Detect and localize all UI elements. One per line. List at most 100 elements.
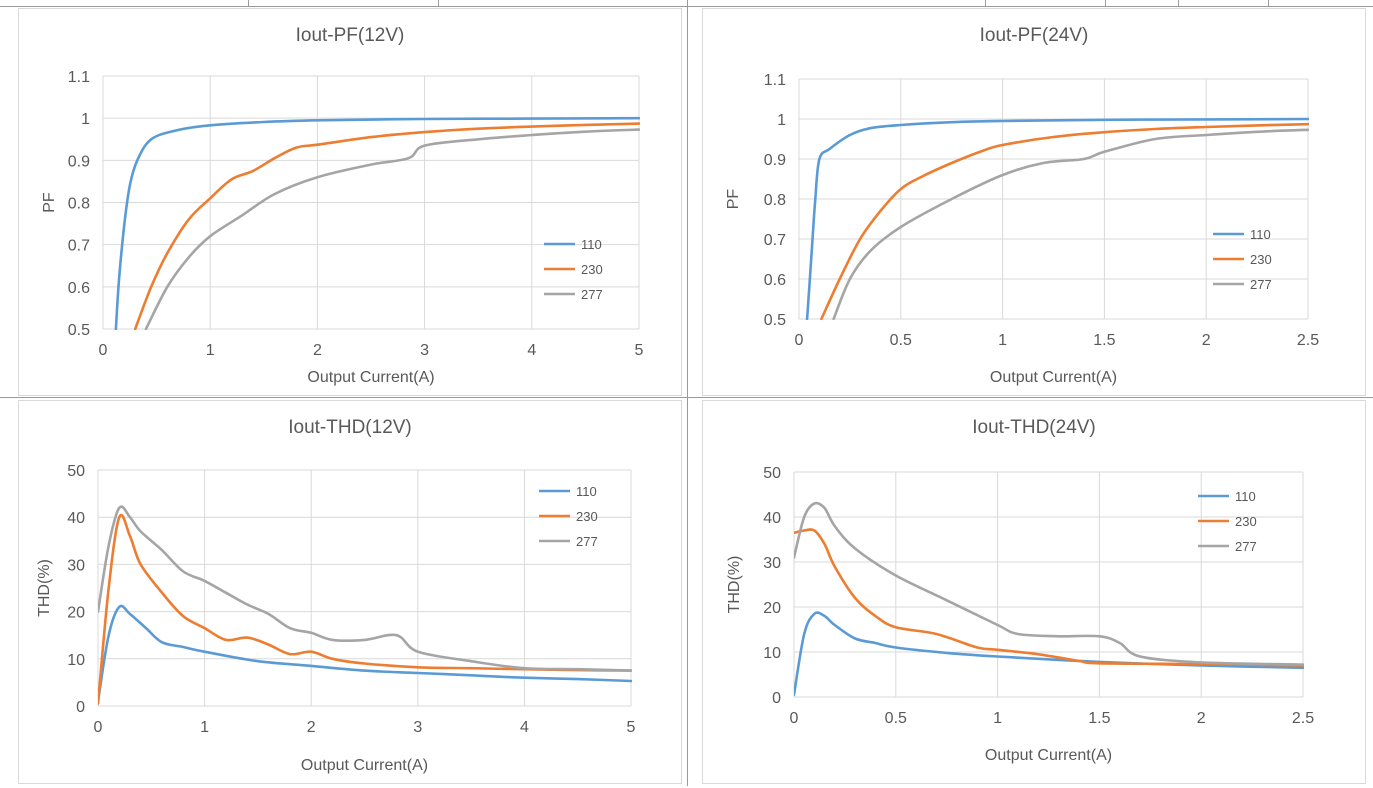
chart-title: Iout-PF(24V) (980, 25, 1089, 46)
x-tick-label: 3 (420, 342, 429, 359)
y-tick-label: 0.9 (68, 153, 90, 170)
y-tick-label: 0.6 (764, 272, 786, 289)
chart-iout-pf-12v: Iout-PF(12V) 0 1 2 3 4 5 0.5 0.6 0.7 0.8 0.9 1 1.1 Out… (41, 25, 644, 386)
y-tick-label: 0.5 (68, 322, 90, 339)
table-border-center (687, 0, 688, 786)
y-tick-label: 1 (81, 111, 90, 128)
series-line-230 (794, 528, 1304, 667)
series-line-230 (820, 122, 1309, 320)
legend-label: 110 (576, 484, 597, 499)
chart-panel-pf-24v: Iout-PF(24V) 0 0.5 1 1.5 2 2.5 0.5 0.6 0.7 0.8 0.9 1… (702, 8, 1366, 396)
x-axis-label: Output Current(A) (985, 747, 1112, 764)
legend-label: 277 (1250, 277, 1272, 292)
table-border-tick-3 (985, 0, 986, 6)
x-tick-label: 1 (998, 332, 1007, 349)
legend-label: 230 (1235, 514, 1257, 529)
y-tick-label: 0.9 (764, 152, 786, 169)
x-tick-label: 4 (527, 342, 536, 359)
x-tick-label: 1 (200, 719, 209, 736)
x-tick-label: 1 (993, 710, 1002, 727)
y-axis-label: PF (41, 192, 58, 213)
y-axis-label: THD(%) (726, 556, 743, 614)
x-tick-label: 2 (307, 719, 316, 736)
y-tick-label: 0.5 (764, 312, 786, 329)
x-tick-label: 3 (413, 719, 422, 736)
y-tick-label: 1.1 (68, 69, 90, 86)
y-tick-label: 10 (67, 652, 85, 669)
table-border-tick-2 (438, 0, 439, 6)
y-tick-label: 0 (772, 690, 781, 707)
chart-title: Iout-PF(12V) (296, 25, 405, 46)
legend-label: 110 (1235, 489, 1256, 504)
y-tick-label: 40 (67, 510, 85, 527)
series-group (794, 501, 1304, 697)
y-tick-label: 30 (67, 557, 85, 574)
chart-panel-thd-12v: Iout-THD(12V) 0 1 2 3 4 5 0 10 20 30 40 50 Output Cur… (18, 400, 682, 784)
x-axis-label: Output Current(A) (307, 369, 434, 386)
y-tick-label: 1 (777, 112, 786, 129)
x-tick-label: 2 (1202, 332, 1211, 349)
x-tick-label: 1.5 (1093, 332, 1115, 349)
x-tick-label: 4 (520, 719, 529, 736)
series-line-110 (794, 611, 1304, 697)
series-line-110 (805, 117, 1309, 320)
chart-iout-pf-24v: Iout-PF(24V) 0 0.5 1 1.5 2 2.5 0.5 0.6 0.7 0.8 0.9 1… (725, 25, 1319, 386)
x-tick-label: 5 (627, 719, 636, 736)
x-tick-label: 2.5 (1297, 332, 1319, 349)
y-tick-label: 0.7 (764, 232, 786, 249)
legend-label: 230 (581, 262, 603, 277)
y-tick-label: 40 (763, 510, 781, 527)
series-line-230 (98, 513, 632, 705)
x-tick-label: 0.5 (885, 710, 907, 727)
legend-label: 277 (576, 534, 598, 549)
y-tick-label: 50 (67, 463, 85, 480)
y-tick-label: 0.8 (764, 192, 786, 209)
series-group (98, 505, 632, 705)
legend-label: 110 (581, 237, 602, 252)
x-tick-label: 1.5 (1088, 710, 1110, 727)
x-tick-label: 0 (790, 710, 799, 727)
series-line-230 (133, 122, 640, 330)
y-tick-label: 20 (67, 605, 85, 622)
y-tick-label: 0.7 (68, 238, 90, 255)
legend-label: 230 (1250, 252, 1272, 267)
series-line-277 (98, 505, 632, 672)
chart-title: Iout-THD(24V) (972, 417, 1096, 438)
legend-label: 110 (1250, 227, 1271, 242)
x-axis-label: Output Current(A) (301, 757, 428, 774)
chart-panel-pf-12v: Iout-PF(12V) 0 1 2 3 4 5 0.5 0.6 0.7 0.8 0.9 1 1.1 Out… (18, 8, 682, 396)
table-border-tick-6 (1268, 0, 1269, 6)
legend-label: 230 (576, 509, 598, 524)
x-tick-label: 1 (206, 342, 215, 359)
x-tick-label: 0 (99, 342, 108, 359)
y-axis-label: THD(%) (36, 559, 53, 617)
table-border-tick-5 (1178, 0, 1179, 6)
y-tick-label: 30 (763, 555, 781, 572)
table-border-top (0, 6, 1373, 7)
series-line-110 (98, 604, 632, 703)
table-border-tick-1 (248, 0, 249, 6)
y-tick-label: 1.1 (764, 72, 786, 89)
x-axis-label: Output Current(A) (990, 369, 1117, 386)
series-line-110 (114, 116, 640, 330)
chart-iout-thd-24v: Iout-THD(24V) 0 0.5 1 1.5 2 2.5 0 10 20 30 40 50 Outp… (726, 417, 1314, 764)
x-tick-label: 0.5 (890, 332, 912, 349)
series-line-277 (832, 128, 1309, 320)
table-border-tick-4 (1105, 0, 1106, 6)
x-tick-label: 0 (795, 332, 804, 349)
legend-label: 277 (581, 287, 603, 302)
table-border-middle (0, 397, 1373, 398)
series-line-277 (794, 501, 1304, 666)
y-tick-label: 0 (76, 699, 85, 716)
y-tick-label: 10 (763, 645, 781, 662)
x-tick-label: 2 (313, 342, 322, 359)
y-tick-label: 0.6 (68, 280, 90, 297)
x-tick-label: 2 (1197, 710, 1206, 727)
y-tick-label: 50 (763, 465, 781, 482)
x-tick-label: 0 (94, 719, 103, 736)
x-tick-label: 5 (635, 342, 644, 359)
series-group (114, 116, 640, 330)
y-tick-label: 0.8 (68, 196, 90, 213)
x-tick-label: 2.5 (1292, 710, 1314, 727)
